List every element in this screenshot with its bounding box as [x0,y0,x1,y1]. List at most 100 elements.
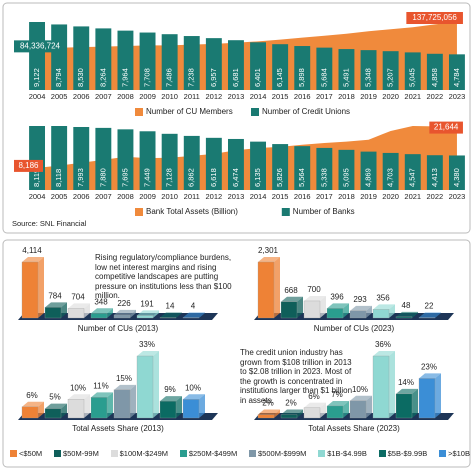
bar-top [396,311,418,317]
bar [44,307,62,319]
bar-top [350,395,372,401]
bar [360,50,377,90]
bar-top [160,396,182,402]
bar [326,308,344,319]
bar-label: 348 [94,297,108,306]
bar [29,22,46,90]
bar [227,40,244,90]
x-tick-label: 2007 [95,92,112,101]
bar [139,131,156,190]
x-tick-label: 2008 [117,92,134,101]
x-tick-label: 2022 [427,92,444,101]
bar [183,36,200,90]
legend-swatch [53,450,61,457]
bar-side [366,305,372,318]
bar-top [137,310,159,316]
bar-top [258,409,280,415]
bar-label: 7,486 [165,68,174,87]
bar-side [153,351,159,418]
x-tick-label: 2012 [206,192,223,201]
chart-title: Total Assets Share (2013) [72,424,164,433]
bar-label: 226 [117,299,131,308]
legend-label: Number of CU Members [146,107,233,116]
bar-label: 191 [140,300,154,309]
x-tick-label: 2012 [206,92,223,101]
bar-side [435,312,441,318]
bar-label: 8,264 [98,68,107,87]
bar [382,51,399,90]
bar-label: 8,118 [54,169,63,187]
legend-item: <$50M [10,449,42,458]
x-tick-label: 2004 [29,92,46,101]
bar-label: 6,135 [253,168,262,187]
x-tick-label: 2010 [161,92,178,101]
bar-label: 5,045 [408,68,417,87]
bar [294,46,311,90]
x-tick-label: 2020 [382,192,399,201]
legend-label: $100M-$249M [119,449,169,458]
bar-label: 784 [48,291,62,300]
x-tick-label: 2021 [404,92,421,101]
x-tick-label: 2010 [161,192,178,201]
bar-label: 10% [185,383,201,392]
x-tick-label: 2014 [250,192,267,201]
legend-item: $100M-$249M [110,449,169,458]
bottom-panel [2,239,471,468]
bar [136,315,154,319]
label-box [406,12,463,24]
bar-label: 7,238 [187,68,196,87]
bar [280,414,298,419]
bar [21,406,39,419]
bar-label: 6,401 [253,68,262,87]
bar [272,144,289,190]
bar-top [22,257,44,262]
bar [250,141,267,190]
area-label: 21,644 [434,123,459,132]
bar [161,34,178,90]
bar-top [114,384,136,390]
x-tick-label: 2018 [338,192,355,201]
bar [349,400,367,419]
x-tick-label: 2017 [316,192,333,201]
bar-label: 396 [330,292,344,301]
x-tick-label: 2023 [449,192,466,201]
bar-side [412,388,418,418]
legend: <$50M $50M-99M $100M-$249M $250M-$499M $500M… [10,449,470,458]
legend-item: $50M-99M [53,449,99,458]
legend-swatch [179,450,187,457]
bar-label: 7,964 [120,68,129,87]
bar-top [137,351,159,356]
x-tick-label: 2005 [51,92,68,101]
x-tick-label: 2004 [29,192,46,201]
bar [395,316,413,319]
bar-label: 7,880 [98,168,107,187]
x-tick-label: 2011 [184,92,200,101]
bar-label: 9% [164,385,176,394]
bar-label: 4,784 [452,68,461,87]
bar-side [297,296,303,318]
bar [418,317,436,319]
bar [372,355,390,419]
bar-top [22,401,44,407]
legend-label: <$50M [19,449,43,458]
bar-top [183,394,205,400]
bar-label: 5,491 [341,68,350,87]
bar [448,54,465,90]
legend-item: $5B-$9.99B [378,449,427,458]
bar [95,28,112,90]
bar-label: 22 [425,302,434,311]
bar [21,261,39,319]
x-tick-label: 2006 [73,92,90,101]
bar-label: 6,474 [231,168,240,187]
bar-side [38,401,44,418]
bar [360,151,377,190]
bar-top [419,373,441,379]
bar-top [91,392,113,398]
bar-label: 7,128 [165,168,174,187]
bar-top [327,400,349,406]
legend-swatch [281,208,290,216]
bar [205,38,222,90]
bar-top [419,312,441,318]
bar-top [327,303,349,309]
